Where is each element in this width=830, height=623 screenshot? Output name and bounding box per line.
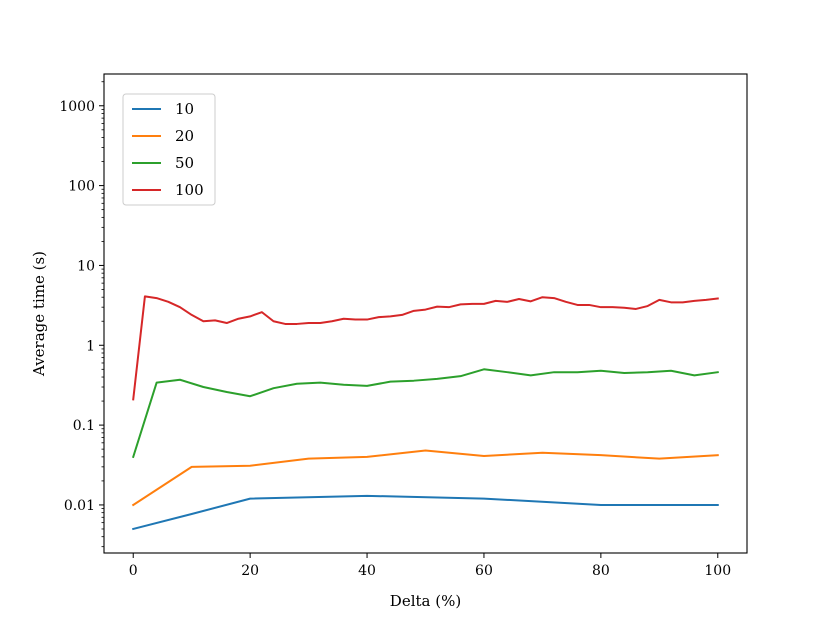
series-line-50 bbox=[131, 368, 719, 459]
x-tick-label: 40 bbox=[358, 563, 376, 579]
series-layer bbox=[131, 295, 719, 531]
x-tick-label: 100 bbox=[704, 563, 731, 579]
x-axis-label: Delta (%) bbox=[390, 592, 461, 610]
y-tick-label: 100 bbox=[68, 179, 95, 195]
legend-label: 20 bbox=[175, 127, 194, 145]
legend-box bbox=[122, 93, 216, 206]
x-tick-label: 0 bbox=[129, 563, 138, 579]
series-line-10 bbox=[132, 494, 719, 531]
legend-label: 10 bbox=[175, 100, 194, 118]
y-tick-label: 10 bbox=[77, 258, 95, 274]
plot-frame bbox=[103, 73, 748, 554]
x-tick-label: 60 bbox=[475, 563, 493, 579]
x-tick-label: 20 bbox=[241, 563, 259, 579]
y-axis-label: Average time (s) bbox=[30, 251, 48, 377]
x-tick-label: 80 bbox=[592, 563, 610, 579]
series-line-20 bbox=[131, 449, 719, 507]
y-tick-label: 1000 bbox=[59, 99, 95, 115]
legend-label: 50 bbox=[175, 154, 194, 172]
y-tick-label: 0.1 bbox=[73, 418, 95, 434]
series-line-100 bbox=[132, 295, 719, 401]
y-tick-label: 0.01 bbox=[64, 498, 95, 514]
legend-label: 100 bbox=[175, 181, 204, 199]
ticks-layer: 0 20 40 60 80 100 0.01 0.1 1 10 100 1000 bbox=[59, 81, 731, 579]
y-tick-label: 1 bbox=[86, 338, 95, 354]
legend: 10 20 50 100 bbox=[122, 93, 216, 206]
